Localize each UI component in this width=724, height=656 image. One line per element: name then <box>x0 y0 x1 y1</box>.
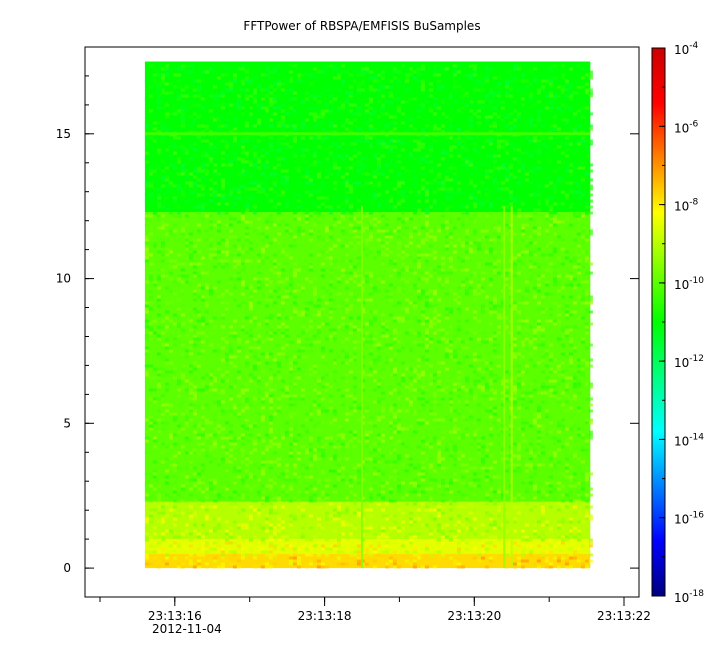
heatmap-speckle <box>144 64 593 569</box>
y-axis-ticks: 0 5 10 15 <box>56 75 639 575</box>
colorbar-tick-label: 10-6 <box>674 119 699 135</box>
chart-title: FFTPower of RBSPA/EMFISIS BuSamples <box>243 19 480 33</box>
x-date-label: 2012-11-04 <box>152 622 222 636</box>
colorbar-tick-label: 10-10 <box>674 276 704 292</box>
colorbar-tick-label: 10-4 <box>674 41 699 57</box>
x-tick-label: 23:13:20 <box>447 609 501 623</box>
colorbar-tick-label: 10-18 <box>674 589 704 605</box>
x-axis-ticks: 23:13:16 23:13:18 23:13:20 23:13:22 <box>99 597 651 623</box>
colorbar: 10-4 10-6 10-8 10-10 10-12 10-14 10-16 10-18 <box>651 41 704 605</box>
plot-area: 23:13:16 23:13:18 23:13:20 23:13:22 051015 … <box>56 46 651 636</box>
x-tick-label: 23:13:22 <box>597 609 651 623</box>
y-tick-label: 15 <box>56 127 71 141</box>
y-tick-label: 0 <box>63 561 71 575</box>
heatmap-layer <box>144 61 593 569</box>
x-tick-label: 23:13:18 <box>298 609 352 623</box>
colorbar-tick-label: 10-16 <box>674 511 704 527</box>
x-tick-label: 23:13:16 <box>148 609 202 623</box>
y-tick-label: 10 <box>56 272 71 286</box>
colorbar-tick-label: 10-14 <box>674 432 704 448</box>
colorbar-ticks: 10-4 10-6 10-8 10-10 10-12 10-14 10-16 10-18 <box>659 41 704 605</box>
y-tick-label: 5 <box>63 416 71 430</box>
colorbar-tick-label: 10-8 <box>674 198 699 214</box>
colorbar-tick-label: 10-12 <box>674 354 704 370</box>
